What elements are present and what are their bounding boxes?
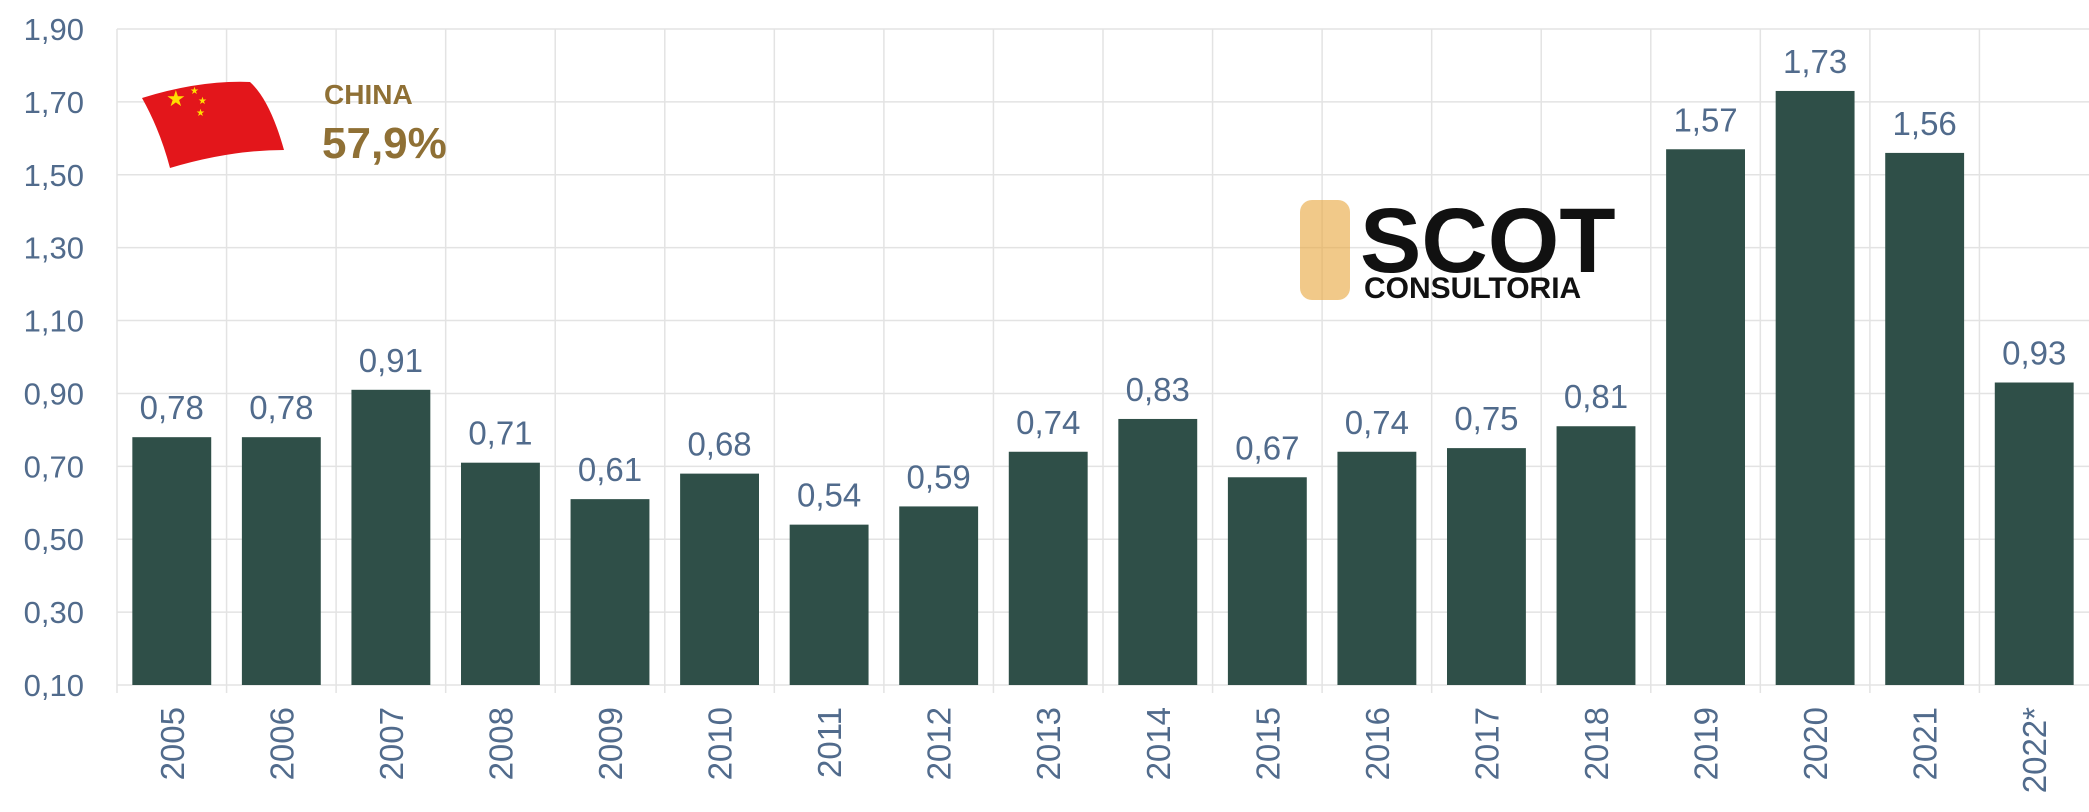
value-label: 0,78 [140, 389, 204, 426]
bar [1557, 426, 1636, 685]
chart: 0,10 0,30 0,50 0,70 0,90 1,10 1,30 1,50 1,70 1,90… [0, 0, 2089, 807]
value-label: 0,59 [907, 458, 971, 495]
value-label: 0,54 [797, 477, 861, 514]
flag-star: ★ [166, 86, 186, 111]
x-tick-label: 2017 [1468, 707, 1505, 780]
value-label: 0,91 [359, 342, 423, 379]
x-tick-label: 2010 [702, 707, 739, 780]
share-label: 57,9% [322, 119, 447, 168]
flag-star: ★ [198, 96, 207, 107]
x-tick-label: 2013 [1030, 707, 1067, 780]
value-label: 0,67 [1235, 429, 1299, 466]
y-tick-label: 1,30 [24, 231, 84, 266]
x-tick-label: 2012 [921, 707, 958, 780]
country-label: CHINA [324, 79, 413, 110]
value-label: 0,83 [1126, 371, 1190, 408]
y-tick-label: 0,90 [24, 376, 84, 411]
y-tick-label: 1,10 [24, 304, 84, 339]
value-label: 0,68 [687, 426, 751, 463]
flag: ★ ★ ★ ★ [142, 82, 284, 168]
bar [1228, 477, 1307, 685]
x-tick-label: 2019 [1688, 707, 1725, 780]
x-tick-label: 2006 [263, 707, 300, 780]
y-tick-label: 0,10 [24, 668, 84, 703]
flag-star: ★ [196, 108, 205, 119]
value-label: 1,73 [1783, 43, 1847, 80]
bar [351, 390, 430, 685]
value-label: 0,74 [1016, 404, 1080, 441]
x-tick-label: 2018 [1578, 707, 1615, 780]
x-tick-label: 2005 [154, 707, 191, 780]
y-tick-label: 1,70 [24, 85, 84, 120]
x-tick-label: 2009 [592, 707, 629, 780]
x-tick-label: 2008 [482, 707, 519, 780]
x-tick-label: 2014 [1140, 707, 1177, 780]
bar [680, 474, 759, 685]
bar [899, 506, 978, 685]
value-label: 0,74 [1345, 404, 1409, 441]
x-tick-label: 2020 [1797, 707, 1834, 780]
y-tick-label: 0,30 [24, 595, 84, 630]
bar [1009, 452, 1088, 685]
y-tick-label: 1,90 [24, 12, 84, 47]
bar [1666, 149, 1745, 685]
bar [461, 463, 540, 685]
logo-sub: CONSULTORIA [1364, 272, 1581, 305]
bar [790, 525, 869, 685]
y-tick-label: 0,50 [24, 522, 84, 557]
bar [571, 499, 650, 685]
x-tick-label: 2011 [811, 707, 848, 778]
y-tick-label: 0,70 [24, 449, 84, 484]
bar [1118, 419, 1197, 685]
value-label: 0,75 [1454, 400, 1518, 437]
x-tick-label: 2022* [2016, 707, 2053, 793]
value-label: 0,71 [468, 415, 532, 452]
bar [1776, 91, 1855, 685]
x-tick-label: 2015 [1249, 707, 1286, 780]
y-tick-label: 1,50 [24, 158, 84, 193]
x-tick-label: 2021 [1907, 707, 1944, 780]
logo: SCOT CONSULTORIA [1300, 190, 1616, 305]
bar [242, 437, 321, 685]
value-label: 1,56 [1893, 105, 1957, 142]
x-tick-label: 2016 [1359, 707, 1396, 780]
value-label: 1,57 [1673, 101, 1737, 138]
bar [132, 437, 211, 685]
bar [1995, 383, 2074, 685]
x-tick-label: 2007 [373, 707, 410, 780]
bar [1885, 153, 1964, 685]
value-label: 0,78 [249, 389, 313, 426]
bar [1447, 448, 1526, 685]
value-label: 0,81 [1564, 378, 1628, 415]
value-label: 0,61 [578, 451, 642, 488]
value-label: 0,93 [2002, 335, 2066, 372]
bar [1337, 452, 1416, 685]
